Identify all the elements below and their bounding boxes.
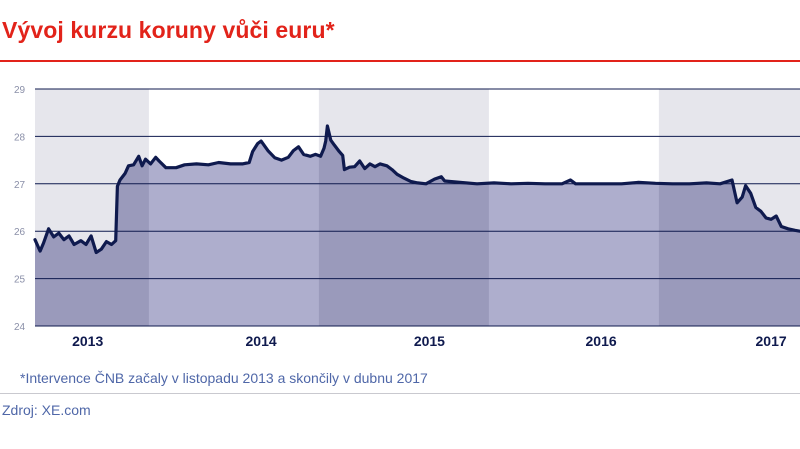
title-divider [0,60,800,62]
source-note: Zdroj: XE.com [2,402,91,418]
x-tick-label: 2017 [756,333,787,349]
footer-divider [0,393,800,394]
y-tick-label: 24 [14,322,26,333]
series-line-path [33,124,800,255]
x-tick-label: 2014 [246,333,277,349]
series-line [33,124,800,255]
footnote: *Intervence ČNB začaly v listopadu 2013 … [20,370,428,386]
y-tick-label: 25 [14,275,26,286]
y-tick-label: 29 [14,85,26,96]
x-tick-label: 2016 [586,333,617,349]
x-tick-label: 2013 [72,333,103,349]
y-tick-label: 28 [14,132,26,143]
chart-title: Vývoj kurzu koruny vůči euru* [2,17,335,43]
exchange-rate-chart: 24 25 26 27 28 29 2013 2014 2015 2016 2017 [14,85,800,349]
x-axis-ticks: 2013 2014 2015 2016 2017 [72,333,787,349]
y-tick-label: 27 [14,180,26,191]
x-tick-label: 2015 [414,333,445,349]
y-tick-label: 26 [14,227,26,238]
area-fill [35,126,800,326]
y-axis-ticks: 24 25 26 27 28 29 [14,85,26,333]
